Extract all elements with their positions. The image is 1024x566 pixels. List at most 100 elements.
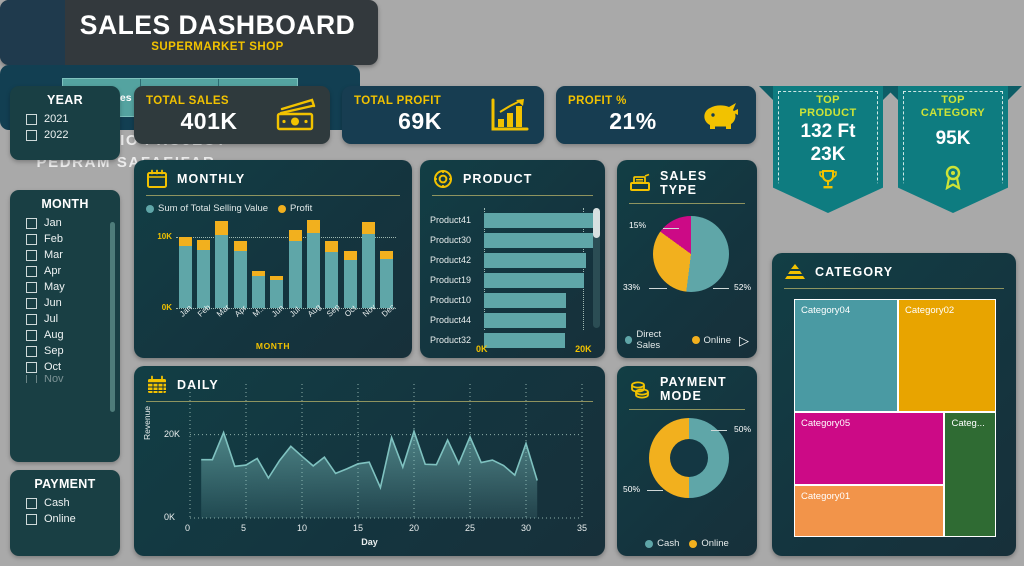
monthly-bar[interactable] [215,220,229,308]
category-treemap[interactable]: Category04 Category02 Category05 Categ... Ca… [794,299,996,537]
slicer-month-item-sep[interactable]: Sep [10,343,120,359]
product-bar[interactable] [484,332,566,348]
product-name-label: Product42 [430,255,472,265]
product-header: PRODUCT [420,160,605,189]
checkbox-icon[interactable] [26,129,37,141]
checkbox-icon[interactable] [26,265,37,277]
checkbox-icon[interactable] [26,375,37,383]
daily-plot-area[interactable]: 0K 20K 0 5 10 15 20 25 30 35 [164,384,587,533]
product-bar[interactable] [484,232,598,248]
monthly-bar[interactable] [252,271,265,308]
header-titles: SALES DASHBOARD SUPERMARKET SHOP [65,11,378,54]
treemap-cell[interactable]: Category02 [898,299,996,413]
monthly-bar[interactable] [197,240,210,308]
slicer-month-item-aug[interactable]: Aug [10,327,120,343]
checkbox-icon[interactable] [26,233,37,245]
product-bar-rows[interactable]: Product41 Product30 Product42 Product19 Prod… [430,210,599,350]
checkbox-icon[interactable] [26,313,37,325]
product-row[interactable]: Product41 [430,210,599,230]
donut-hole [670,439,708,477]
slicer-month-item-jun[interactable]: Jun [10,295,120,311]
monthly-bar[interactable] [270,276,284,308]
legend-label: Online [701,538,729,549]
product-bar-track [484,332,598,348]
slicer-month-item-feb[interactable]: Feb [10,231,120,247]
slicer-payment-item-cash[interactable]: Cash [10,495,120,511]
product-name-label: Product44 [430,315,472,325]
slicer-year-item-2021[interactable]: 2021 [10,111,120,127]
checkbox-icon[interactable] [26,281,37,293]
monthly-bar[interactable] [380,251,394,308]
pie-label-online: 33% [623,282,641,292]
checkbox-icon[interactable] [26,329,37,341]
slicer-payment: PAYMENT Cash Online [10,470,120,556]
slicer-month[interactable]: MONTH Jan Feb Mar Apr May Jun Jul [10,190,120,462]
badge-top-category-label: TOP CATEGORY [920,94,986,119]
kpi-total-profit-value: 69K [398,108,442,134]
legend-next-arrow-icon[interactable]: ▷ [739,332,749,348]
badge-top-product-label: TOP PRODUCT [799,94,857,119]
legend-item-selling-value[interactable]: Sum of Total Selling Value [146,203,268,214]
checkbox-icon[interactable] [26,361,37,373]
treemap-cell[interactable]: Category01 [794,484,945,537]
checkbox-icon[interactable] [26,297,37,309]
product-row[interactable]: Product10 [430,290,598,310]
slicer-month-scrollbar[interactable] [110,222,115,412]
checkbox-icon[interactable] [26,497,37,509]
treemap-cell[interactable]: Categ... [944,412,996,537]
product-bar[interactable] [484,312,566,328]
treemap-cell[interactable]: Category04 [794,299,899,413]
product-bar-track [484,252,598,268]
gridline [176,308,396,309]
product-bar[interactable] [484,272,585,288]
product-title: PRODUCT [463,172,533,186]
payment-mode-donut-chart[interactable] [649,418,729,498]
treemap-cell-label: Category01 [801,490,851,502]
legend-item-profit[interactable]: Profit [278,203,312,214]
slicer-month-item-jan[interactable]: Jan [10,215,120,231]
slicer-month-item-nov[interactable]: Nov [10,375,120,383]
monthly-plot-area[interactable]: 0K 10K Jan Feb Mar Apr M... Jun Jul Aug Sep Oct Nov D… [157,216,396,319]
slicer-year: YEAR 2021 2022 [10,86,120,160]
treemap-cell[interactable]: Category05 [794,412,945,485]
legend-item-online[interactable]: Online [691,335,731,346]
product-bar[interactable] [484,212,599,228]
legend-label: Cash [657,538,680,549]
donut-leader-line [711,430,727,431]
product-row[interactable]: Product30 [430,230,598,250]
product-bar[interactable] [484,252,587,268]
product-row[interactable]: Product42 [430,250,598,270]
checkbox-icon[interactable] [26,217,37,229]
product-row[interactable]: Product19 [430,270,598,290]
slicer-month-item-mar[interactable]: Mar [10,247,120,263]
product-row[interactable]: Product32 [430,330,598,350]
monthly-bar[interactable] [233,240,247,308]
slicer-month-item-jul[interactable]: Jul [10,311,120,327]
product-scrollbar[interactable] [593,208,600,328]
kpi-total-sales-text: TOTAL SALES 401K [146,95,272,135]
monthly-bar[interactable] [362,221,375,308]
monthly-bar[interactable] [178,236,192,308]
legend-item-cash[interactable]: Cash [645,538,679,549]
slicer-month-item-may[interactable]: May [10,279,120,295]
legend-item-online[interactable]: Online [689,538,729,549]
slicer-year-item-2022[interactable]: 2022 [10,127,120,143]
legend-swatch [146,204,154,213]
checkbox-icon[interactable] [26,513,37,525]
slicer-payment-item-online[interactable]: Online [10,511,120,527]
checkbox-icon[interactable] [26,113,37,125]
slicer-month-item-apr[interactable]: Apr [10,263,120,279]
slicer-month-item-oct[interactable]: Oct [10,359,120,375]
monthly-bar[interactable] [288,230,302,308]
scrollbar-thumb[interactable] [593,208,600,238]
monthly-bar[interactable] [325,241,339,308]
legend-item-direct-sales[interactable]: Direct Sales [625,329,684,351]
product-row[interactable]: Product44 [430,310,598,330]
monthly-bar[interactable] [343,251,357,308]
kpi-card-profit-percent: PROFIT % 21% [556,86,756,144]
monthly-bar[interactable] [307,220,320,308]
monthly-legend: Sum of Total Selling Value Profit [134,196,412,214]
checkbox-icon[interactable] [26,345,37,357]
product-bar[interactable] [484,292,566,308]
checkbox-icon[interactable] [26,249,37,261]
